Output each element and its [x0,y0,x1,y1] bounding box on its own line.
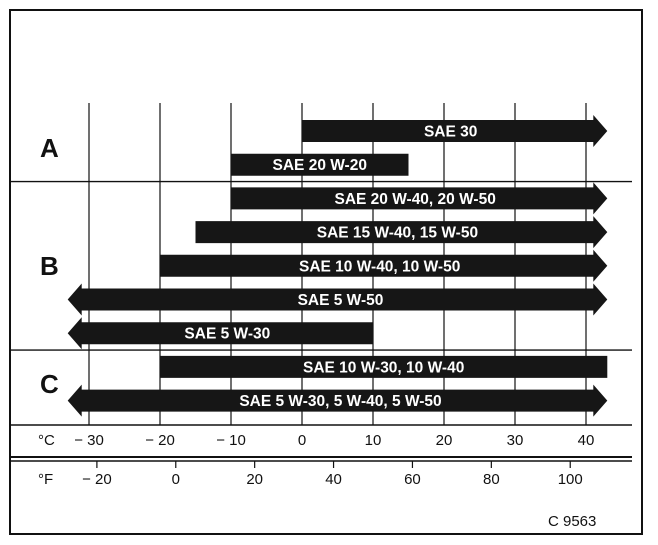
bar [231,153,409,176]
bar [231,182,608,215]
bar [195,216,608,249]
group-labels: A B C [40,133,59,399]
fahrenheit-tick-label: 20 [246,471,263,488]
group-label: A [40,133,59,163]
fahrenheit-tick-label: − 20 [82,471,112,488]
celsius-tick-label: 30 [507,432,524,449]
figure-code: C 9563 [548,513,596,530]
bar-label: SAE 20 W-20 [273,157,367,174]
celsius-tick-label: − 10 [216,432,246,449]
bar [302,115,608,147]
bar [160,355,608,378]
bar-label: SAE 10 W-40, 10 W-50 [299,258,460,275]
bar [67,283,608,316]
fahrenheit-tick-label: 0 [172,471,180,488]
bars: SAE 30 SAE 20 W-20 SAE 20 W-40, 20 W-50 SAE… [67,115,608,417]
bar-label: SAE 5 W-50 [298,292,384,309]
celsius-unit: °C [38,432,55,449]
bar-label: SAE 10 W-30, 10 W-40 [303,359,464,376]
group-label: B [40,251,59,281]
celsius-tick-label: − 30 [74,432,104,449]
celsius-tick-label: 10 [365,432,382,449]
group-label: C [40,369,59,399]
bar-label: SAE 20 W-40, 20 W-50 [334,191,495,208]
fahrenheit-axis: °F − 20 0 20 40 60 80 100 [10,460,632,488]
celsius-tick-label: 0 [298,432,306,449]
bar-label: SAE 15 W-40, 15 W-50 [317,225,478,242]
bar [160,249,608,282]
fahrenheit-tick-label: 100 [558,471,583,488]
fahrenheit-unit: °F [38,471,53,488]
bar-label: SAE 5 W-30, 5 W-40, 5 W-50 [239,393,441,410]
celsius-tick-label: 20 [436,432,453,449]
bar-label: SAE 30 [424,124,477,141]
fahrenheit-tick-label: 40 [325,471,342,488]
bar [67,317,373,350]
celsius-axis: °C − 30 − 20 − 10 0 10 20 30 40 [10,424,632,458]
fahrenheit-tick-label: 60 [404,471,421,488]
fahrenheit-tick-label: 80 [483,471,500,488]
celsius-tick-label: 40 [578,432,595,449]
bar-label: SAE 5 W-30 [184,326,270,343]
bar [67,384,608,417]
celsius-tick-label: − 20 [145,432,175,449]
group-separators [10,180,632,351]
